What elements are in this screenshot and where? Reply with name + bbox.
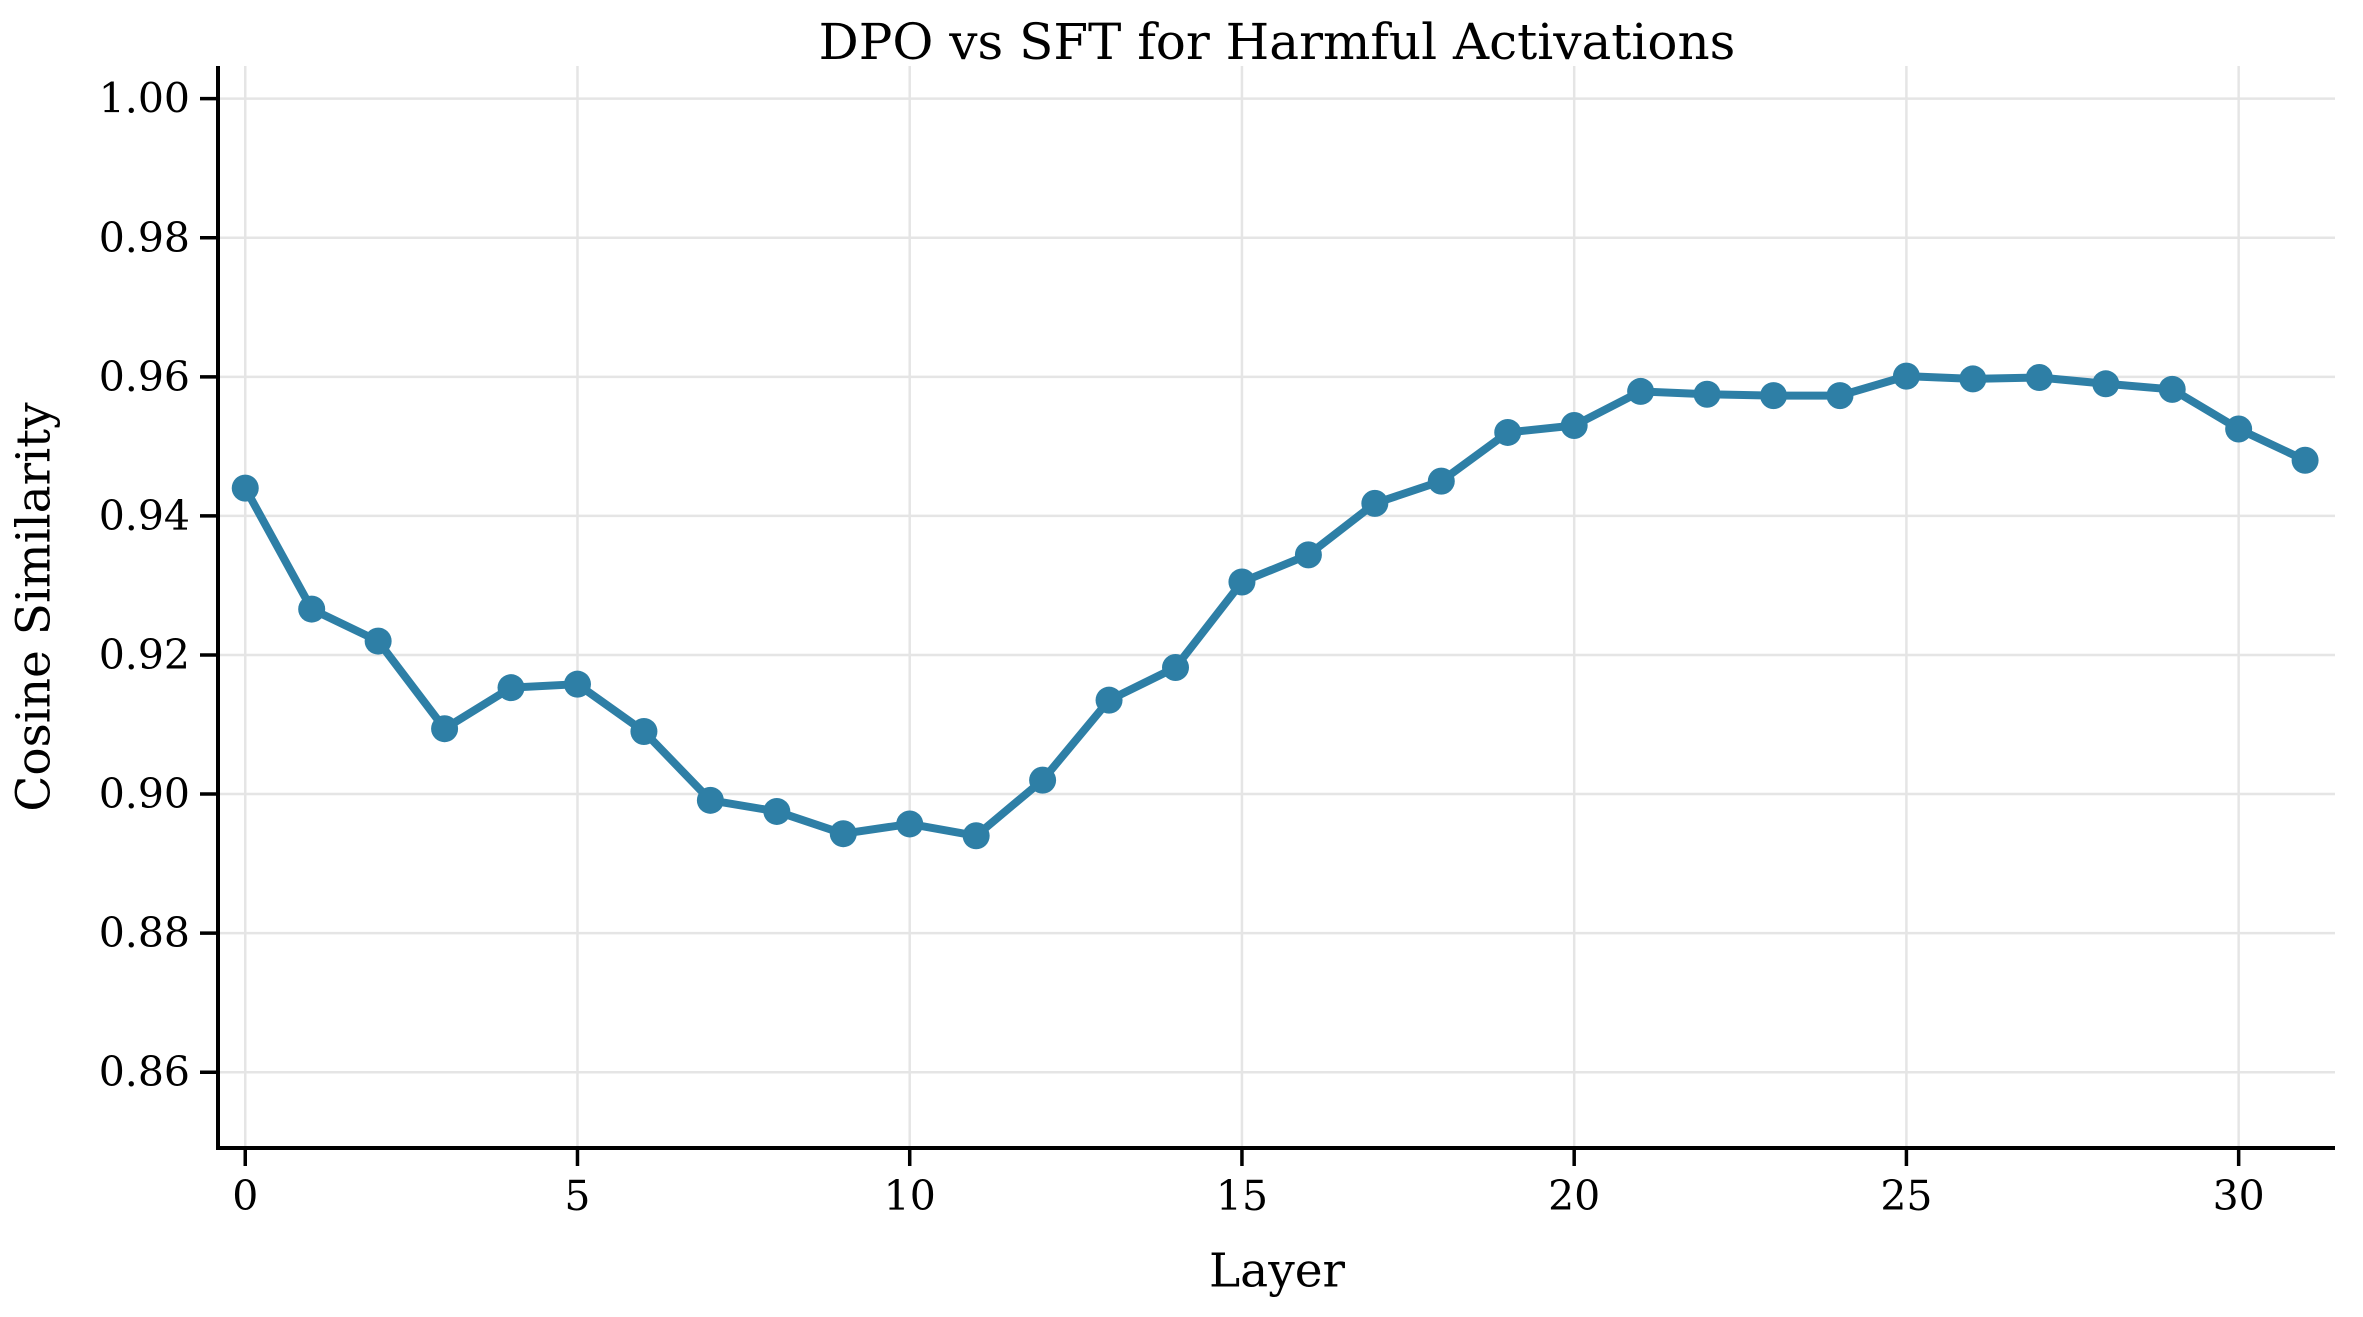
data-point (2158, 375, 2186, 403)
x-tick-label: 5 (564, 1172, 590, 1220)
data-point (1095, 686, 1123, 714)
data-point (1294, 541, 1322, 569)
data-point (298, 595, 326, 623)
y-tick-label: 0.94 (99, 492, 190, 540)
data-point (2225, 415, 2253, 443)
data-point (1959, 365, 1987, 393)
data-point (696, 786, 724, 814)
data-point (829, 820, 857, 848)
data-point (231, 474, 259, 502)
y-tick-label: 0.98 (99, 214, 190, 262)
x-axis-label: Layer (1208, 1243, 1346, 1299)
y-tick-label: 0.86 (99, 1048, 190, 1096)
data-point (2025, 364, 2053, 392)
y-tick-label: 0.88 (99, 909, 190, 957)
data-point (630, 717, 658, 745)
data-point (1162, 653, 1190, 681)
data-point (1760, 382, 1788, 410)
data-point (1560, 412, 1588, 440)
y-tick-label: 0.90 (99, 770, 190, 818)
data-point (1427, 467, 1455, 495)
data-line (241, 372, 2310, 840)
x-tick-label: 25 (1880, 1172, 1932, 1220)
data-point (1627, 377, 1655, 405)
y-tick-label: 0.96 (99, 353, 190, 401)
data-point (962, 822, 990, 850)
data-point (1494, 418, 1522, 446)
x-tick-label: 15 (1216, 1172, 1268, 1220)
data-point (497, 674, 525, 702)
data-point (364, 627, 392, 655)
data-point (1693, 380, 1721, 408)
data-point (1228, 568, 1256, 596)
data-point (1361, 489, 1389, 517)
data-point (896, 810, 924, 838)
chart-title: DPO vs SFT for Harmful Activations (818, 13, 1736, 71)
data-point (1826, 382, 1854, 410)
data-point (2092, 370, 2120, 398)
y-axis-label: Cosine Similarity (6, 402, 62, 812)
data-point (1892, 362, 1920, 390)
y-tick-label: 1.00 (99, 75, 190, 123)
data-point (431, 715, 459, 743)
x-tick-label: 10 (884, 1172, 936, 1220)
x-tick-label: 30 (2213, 1172, 2265, 1220)
data-point (1029, 766, 1057, 794)
x-tick-label: 0 (232, 1172, 258, 1220)
data-point (763, 797, 791, 825)
x-tick-label: 20 (1548, 1172, 1600, 1220)
data-point (2291, 446, 2319, 474)
y-tick-label: 0.92 (99, 631, 190, 679)
data-point (563, 670, 591, 698)
